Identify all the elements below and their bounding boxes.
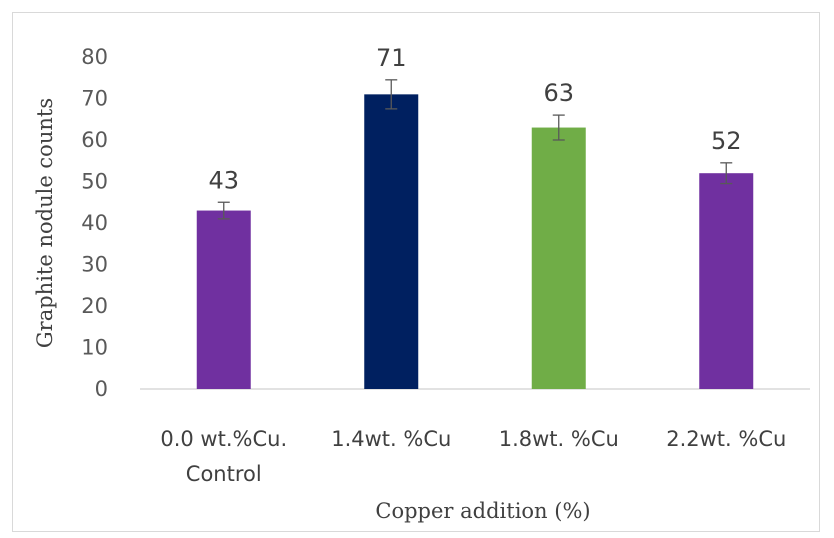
error-bar <box>720 162 733 185</box>
y-tick-label: 40 <box>81 211 108 235</box>
error-bar <box>552 114 565 141</box>
y-tick-label: 60 <box>81 128 108 152</box>
data-label: 43 <box>208 166 239 194</box>
data-label: 63 <box>543 79 574 107</box>
bar <box>196 210 251 389</box>
bars <box>196 94 754 390</box>
y-tick-label: 0 <box>95 377 108 401</box>
x-axis-categories: 0.0 wt.%Cu. Control 1.4wt. %Cu 1.8wt. %Cu 2.… <box>160 427 786 486</box>
bar <box>531 127 586 390</box>
y-tick-label: 50 <box>81 170 108 194</box>
y-axis-title: Graphite nodule counts <box>33 98 57 348</box>
x-category-label: 0.0 wt.%Cu. <box>160 427 287 451</box>
bar <box>699 173 754 389</box>
x-category-label: 1.8wt. %Cu <box>499 427 619 451</box>
y-tick-label: 30 <box>81 253 108 277</box>
x-category-label: 2.2wt. %Cu <box>666 427 786 451</box>
data-labels: 43 71 63 52 <box>208 44 741 194</box>
error-bars <box>217 79 733 220</box>
y-tick-label: 10 <box>81 336 108 360</box>
y-tick-label: 20 <box>81 294 108 318</box>
y-tick-label: 80 <box>81 45 108 69</box>
y-axis-ticks: 0 10 20 30 40 50 60 70 80 <box>81 45 108 401</box>
x-category-sublabel: Control <box>186 462 262 486</box>
error-bar <box>217 201 230 220</box>
error-bar <box>385 79 398 110</box>
data-label: 71 <box>376 44 407 72</box>
x-axis-title: Copper addition (%) <box>375 499 590 523</box>
bar <box>364 94 419 389</box>
data-label: 52 <box>711 127 742 155</box>
x-category-label: 1.4wt. %Cu <box>331 427 451 451</box>
y-tick-label: 70 <box>81 87 108 111</box>
